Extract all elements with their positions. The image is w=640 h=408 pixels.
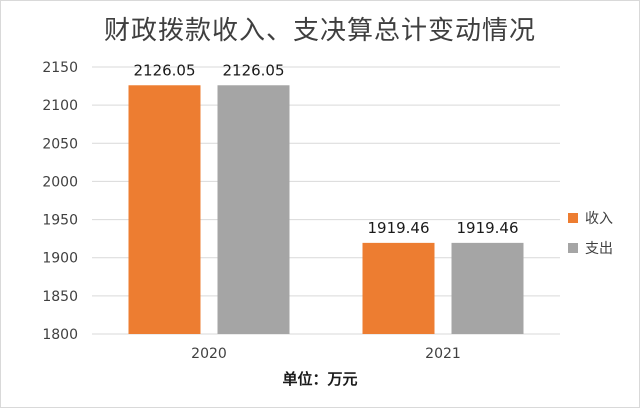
x-tick-label: 2020 xyxy=(191,346,227,362)
bar-2021-expense xyxy=(451,242,524,334)
legend-item-expense: 支出 xyxy=(568,233,613,263)
legend-label-expense: 支出 xyxy=(585,241,613,257)
y-tick-label: 1900 xyxy=(42,251,78,267)
legend-item-income: 收入 xyxy=(568,203,613,233)
y-tick-label: 2050 xyxy=(42,136,78,152)
x-tick-label: 2021 xyxy=(425,346,461,362)
data-label: 2126.05 xyxy=(133,61,195,79)
data-label: 1919.46 xyxy=(367,219,429,237)
legend-swatch-income xyxy=(568,213,578,223)
y-tick-label: 2150 xyxy=(42,60,78,76)
bar-2020-income xyxy=(128,85,201,334)
y-tick-label: 1850 xyxy=(42,289,78,305)
y-axis-ticks: 1800 1850 1900 1950 2000 2050 2100 2150 xyxy=(42,60,78,343)
bar-2020-expense xyxy=(217,85,290,334)
unit-note: 单位：万元 xyxy=(282,370,358,388)
data-label: 1919.46 xyxy=(456,219,518,237)
y-tick-label: 1950 xyxy=(42,213,78,229)
legend: 收入 支出 xyxy=(568,203,613,263)
x-axis-ticks: 2020 2021 xyxy=(191,346,461,362)
y-tick-label: 2000 xyxy=(42,174,78,190)
y-tick-label: 2100 xyxy=(42,98,78,114)
chart-title: 财政拨款收入、支决算总计变动情况 xyxy=(103,16,536,46)
data-labels: 2126.05 2126.05 1919.46 1919.46 xyxy=(133,61,518,237)
bar-2021-income xyxy=(362,242,435,334)
y-tick-label: 1800 xyxy=(42,327,78,343)
legend-swatch-expense xyxy=(568,243,578,253)
legend-label-income: 收入 xyxy=(585,211,613,227)
bars xyxy=(128,85,524,334)
data-label: 2126.05 xyxy=(222,61,284,79)
